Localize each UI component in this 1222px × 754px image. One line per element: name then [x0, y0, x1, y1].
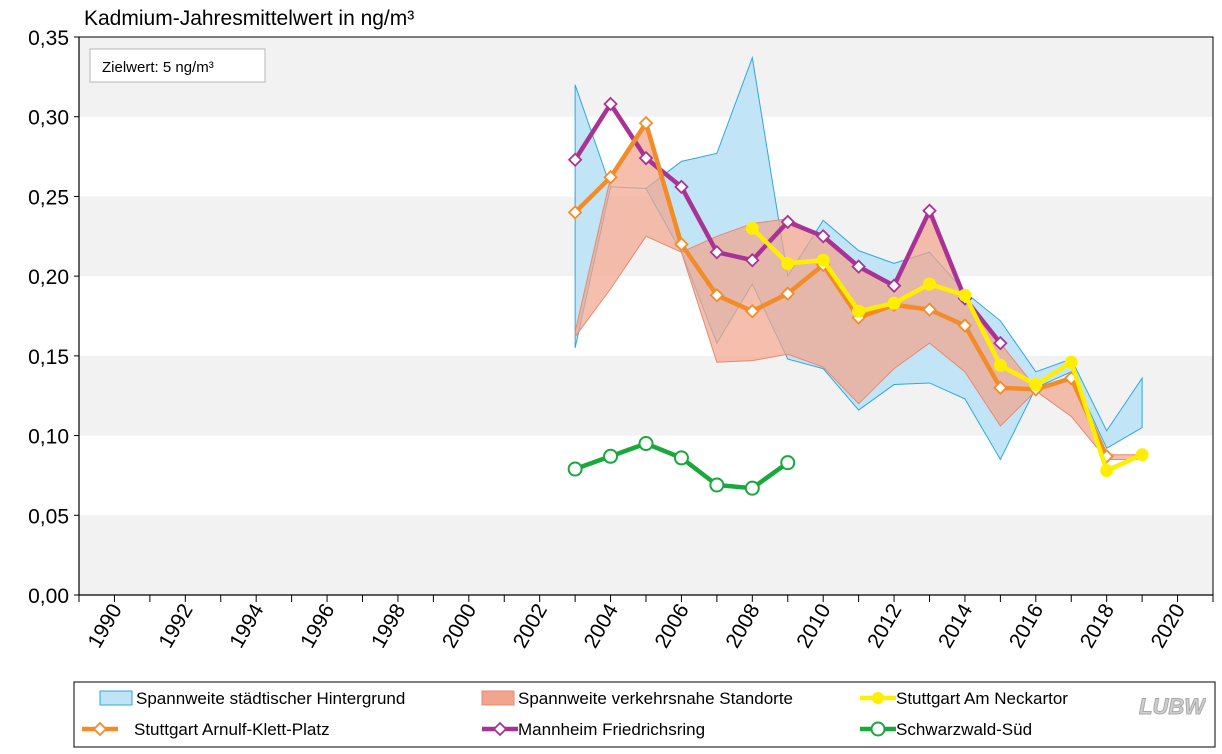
data-point [567, 152, 583, 168]
legend-item: Spannweite verkehrsnahe Standorte [481, 689, 793, 708]
y-tick-label: 0,10 [28, 426, 69, 449]
data-point [674, 236, 689, 252]
data-point [709, 288, 725, 303]
data-point [887, 296, 901, 310]
data-point [851, 259, 866, 274]
data-point [638, 436, 654, 452]
legend-marker [872, 692, 884, 704]
legend-marker [92, 721, 108, 737]
y-tick-label: 0,05 [28, 505, 69, 528]
data-point [745, 252, 760, 268]
data-point [922, 203, 937, 219]
data-point [993, 335, 1008, 351]
y-tick-label: 0,30 [28, 107, 69, 130]
legend-item: Spannweite städtischer Hintergrund [99, 689, 405, 708]
y-tick-label: 0,15 [28, 346, 69, 369]
legend-swatch [481, 690, 515, 706]
y-tick-label: 0,35 [28, 27, 69, 50]
legend-label: Mannheim Friedrichsring [518, 720, 705, 739]
data-point [638, 115, 654, 131]
legend-label: Stuttgart Arnulf-Klett-Platz [134, 720, 330, 739]
x-tick-label: 2018 [1076, 600, 1119, 652]
data-point [993, 380, 1008, 396]
data-point [852, 304, 866, 318]
target-value-box: Zielwert: 5 ng/m³ [89, 48, 266, 83]
data-point [958, 288, 972, 302]
x-tick-label: 1998 [367, 600, 410, 652]
series-schwarzwald-sued [567, 436, 796, 496]
x-tick-label: 2004 [580, 600, 623, 652]
lubw-logo-graphic: LUBW [1139, 694, 1208, 720]
data-point [603, 170, 618, 185]
legend-item: Stuttgart Arnulf-Klett-Platz [82, 720, 330, 739]
data-point [673, 450, 689, 466]
data-point [780, 286, 796, 301]
x-tick-label: 1990 [83, 600, 126, 652]
data-point [745, 221, 759, 235]
data-point [567, 205, 583, 220]
series-friedrichsring [567, 96, 1008, 351]
chart-title: Kadmium-Jahresmittelwert in ng/m³ [84, 7, 414, 30]
x-tick-label: 2010 [792, 600, 835, 652]
data-point [674, 179, 689, 195]
legend-label: Stuttgart Am Neckartor [896, 689, 1068, 708]
y-tick-label: 0,00 [28, 585, 69, 608]
legend: Spannweite städtischer Hintergrund Spannw… [73, 681, 1216, 748]
x-tick-label: 1996 [296, 600, 339, 652]
legend-item: Schwarzwald-Süd [860, 720, 1032, 739]
data-point [1135, 448, 1149, 462]
grid-band [79, 515, 1213, 595]
data-point [745, 303, 760, 319]
data-point [603, 96, 618, 112]
x-tick-label: 2020 [1147, 600, 1190, 652]
data-point [709, 477, 725, 493]
x-tick-label: 2000 [438, 600, 481, 652]
data-point [993, 358, 1007, 372]
x-tick-label: 1994 [225, 600, 268, 652]
legend-label: Spannweite verkehrsnahe Standorte [518, 689, 793, 708]
data-point [781, 256, 795, 270]
y-tick-label: 0,25 [28, 186, 69, 209]
data-point [638, 150, 654, 166]
data-point [923, 277, 936, 291]
grid-band [79, 37, 1213, 117]
series-lines [567, 96, 1149, 496]
lubw-logo: LUBW [1138, 690, 1208, 722]
data-point [1064, 355, 1078, 369]
data-point [1100, 464, 1114, 478]
data-point [886, 278, 902, 293]
x-tick-label: 2016 [1005, 600, 1048, 652]
legend-label: Spannweite städtischer Hintergrund [136, 689, 405, 708]
legend-marker [870, 721, 886, 737]
target-value-label: Zielwert: 5 ng/m³ [102, 59, 214, 76]
x-tick-label: 2008 [721, 600, 764, 652]
data-point [567, 461, 583, 477]
data-point [709, 244, 725, 260]
data-point [816, 253, 830, 267]
data-point [1029, 378, 1043, 392]
series-line-arnulf-klett-platz [573, 120, 1109, 458]
data-point [603, 448, 619, 464]
data-point [780, 214, 796, 230]
x-tick-label: 2006 [650, 600, 693, 652]
legend-marker [492, 721, 508, 737]
data-point [815, 229, 831, 244]
data-point [780, 455, 796, 471]
legend-label: Schwarzwald-Süd [896, 720, 1032, 739]
data-point [922, 302, 937, 317]
x-tick-label: 2002 [509, 600, 552, 652]
series-neckartor [745, 221, 1149, 478]
data-point [957, 318, 973, 333]
legend-swatch [99, 690, 133, 706]
legend-item: Stuttgart Am Neckartor [860, 689, 1068, 708]
legend-item: Mannheim Friedrichsring [482, 720, 705, 739]
x-tick-label: 1992 [154, 600, 197, 652]
y-tick-label: 0,20 [28, 266, 69, 289]
lubw-logo-text: LUBW [1139, 694, 1206, 719]
data-point [744, 480, 760, 496]
x-tick-label: 2014 [934, 600, 977, 652]
x-tick-label: 2012 [863, 600, 906, 652]
